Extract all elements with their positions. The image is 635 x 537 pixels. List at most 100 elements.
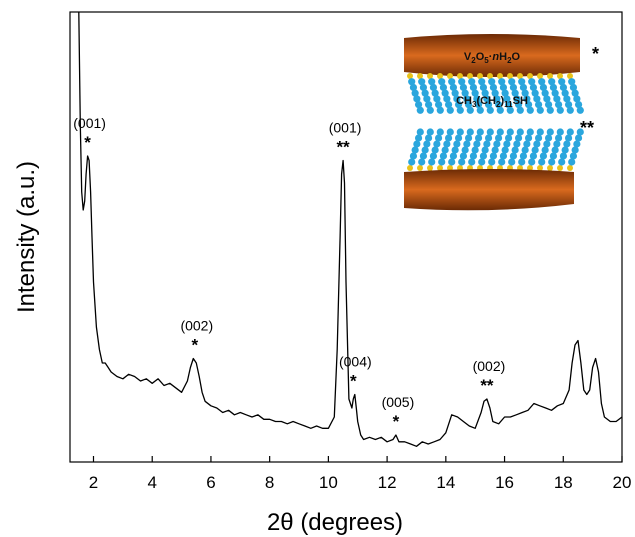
thiol-chain-atom	[538, 78, 546, 86]
thiol-chain-atom	[456, 128, 464, 136]
thiol-chain-atom	[414, 100, 423, 109]
thiol-chain-atom	[428, 78, 436, 86]
thiol-chain-atom	[531, 146, 539, 154]
thiol-chain-atom	[556, 106, 564, 114]
thiol-chain-atom	[509, 152, 518, 160]
thiol-chain-atom	[453, 140, 461, 148]
top-layer-label: V2O5·nH2O	[464, 51, 521, 65]
thiol-chain-atom	[543, 95, 551, 103]
thiol-chain-atom	[459, 83, 468, 92]
thiol-chain-atom	[539, 83, 548, 92]
diffraction-pattern-line	[78, 11, 623, 447]
thiol-chain-atom	[473, 140, 481, 148]
thiol-chain-atom	[489, 83, 498, 92]
thiol-chain-atom	[574, 100, 583, 109]
thiol-chain-atom	[441, 146, 449, 154]
thiol-chain-atom	[563, 95, 571, 103]
thiol-chain-atom	[559, 152, 568, 160]
thiol-molecule-layers	[407, 73, 584, 171]
thiol-chain-atom	[476, 106, 484, 114]
thiol-chain-atom	[459, 152, 468, 160]
thiol-chain-atom	[501, 146, 509, 154]
thiol-chain-atom	[474, 134, 483, 142]
thiol-chain-atom	[426, 128, 434, 136]
thiol-headgroup	[407, 165, 413, 171]
thiol-chain-atom	[548, 78, 556, 86]
peak-labels: * (001) * (002) ** (001) * (004) * (005) ** (002)	[73, 115, 505, 431]
thiol-chain-atom	[448, 158, 456, 166]
x-tick-label: 18	[554, 473, 573, 492]
peak-mark: *	[84, 133, 91, 152]
interlayer-mark: **	[580, 118, 594, 138]
thiol-chain-atom	[544, 100, 553, 109]
x-axis-ticks	[92, 456, 623, 462]
peak-hkl-label: (002)	[473, 358, 506, 374]
thiol-chain-atom	[568, 78, 576, 86]
thiol-chain-atom	[544, 134, 553, 142]
thiol-chain-atom	[518, 78, 526, 86]
peak-mark: *	[393, 412, 400, 431]
thiol-chain-atom	[441, 89, 449, 97]
thiol-chain-atom	[468, 158, 476, 166]
thiol-chain-atom	[463, 95, 471, 103]
thiol-chain-atom	[558, 78, 566, 86]
thiol-chain-atom	[423, 95, 431, 103]
thiol-chain-atom	[521, 146, 529, 154]
thiol-chain-atom	[534, 134, 543, 142]
thiol-headgroup	[547, 165, 553, 171]
thiol-chain-atom	[439, 83, 448, 92]
thiol-chain-atom	[561, 89, 569, 97]
thiol-chain-atom	[514, 134, 523, 142]
thiol-chain-atom	[449, 152, 458, 160]
thiol-chain-atom	[564, 134, 573, 142]
thiol-headgroup	[547, 73, 553, 79]
thiol-chain-atom	[564, 100, 573, 109]
thiol-chain-atom	[481, 146, 489, 154]
thiol-chain-atom	[504, 134, 513, 142]
peak-hkl-label: (004)	[339, 354, 372, 370]
thiol-headgroup	[417, 165, 423, 171]
thiol-chain-atom	[536, 128, 544, 136]
thiol-chain-atom	[494, 134, 503, 142]
thiol-headgroup	[567, 165, 573, 171]
thiol-chain-atom	[426, 106, 434, 114]
thiol-chain-atom	[511, 89, 519, 97]
thiol-chain-atom	[521, 89, 529, 97]
thiol-chain-atom	[524, 100, 533, 109]
thiol-chain-atom	[488, 78, 496, 86]
y-axis-title: Intensity (a.u.)	[13, 161, 40, 313]
thiol-chain-atom	[533, 95, 541, 103]
thiol-chain-atom	[469, 152, 478, 160]
thiol-headgroup	[557, 165, 563, 171]
thiol-headgroup	[437, 165, 443, 171]
thiol-chain-atom	[414, 134, 423, 142]
thiol-chain-atom	[546, 128, 554, 136]
x-tick-label: 12	[378, 473, 397, 492]
thiol-chain-atom	[458, 78, 466, 86]
peak-hkl-label: (002)	[180, 318, 213, 334]
thiol-chain-atom	[421, 146, 429, 154]
thiol-headgroup	[447, 165, 453, 171]
thiol-headgroup	[527, 73, 533, 79]
thiol-headgroup	[487, 73, 493, 79]
thiol-chain-atom	[444, 134, 453, 142]
thiol-chain-atom	[541, 89, 549, 97]
thiol-headgroup	[427, 165, 433, 171]
thiol-chain-atom	[409, 83, 418, 92]
thiol-chain-atom	[468, 78, 476, 86]
thiol-chain-atom	[424, 100, 433, 109]
thiol-chain-atom	[508, 78, 516, 86]
thiol-chain-atom	[556, 128, 564, 136]
thiol-chain-atom	[558, 158, 566, 166]
thiol-chain-atom	[451, 89, 459, 97]
peak-mark: **	[336, 138, 350, 157]
thiol-chain-atom	[548, 158, 556, 166]
thiol-chain-atom	[461, 146, 469, 154]
thiol-chain-atom	[489, 152, 498, 160]
thiol-chain-atom	[421, 89, 429, 97]
thiol-chain-atom	[411, 89, 419, 97]
thiol-chain-atom	[553, 140, 561, 148]
thiol-chain-atom	[549, 152, 558, 160]
thiol-chain-atom	[439, 152, 448, 160]
thiol-chain-atom	[554, 100, 563, 109]
